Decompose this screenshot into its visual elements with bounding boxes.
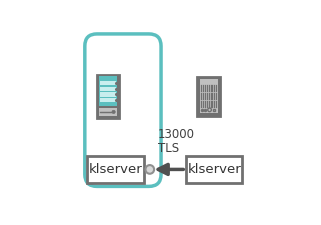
FancyBboxPatch shape — [186, 156, 242, 183]
Circle shape — [208, 108, 211, 112]
FancyBboxPatch shape — [213, 109, 215, 111]
Text: 13000: 13000 — [158, 128, 195, 141]
Text: TLS: TLS — [158, 142, 179, 155]
Text: klserver: klserver — [89, 163, 143, 176]
FancyBboxPatch shape — [197, 77, 220, 116]
Circle shape — [145, 165, 154, 174]
FancyBboxPatch shape — [97, 75, 119, 118]
FancyBboxPatch shape — [100, 92, 116, 97]
FancyBboxPatch shape — [200, 79, 218, 113]
Text: klserver: klserver — [187, 163, 241, 176]
FancyBboxPatch shape — [87, 156, 144, 183]
FancyBboxPatch shape — [100, 81, 116, 85]
FancyBboxPatch shape — [100, 98, 116, 102]
FancyBboxPatch shape — [99, 108, 117, 116]
FancyBboxPatch shape — [85, 34, 161, 186]
Circle shape — [112, 110, 115, 114]
FancyBboxPatch shape — [99, 76, 117, 106]
FancyBboxPatch shape — [100, 87, 116, 91]
